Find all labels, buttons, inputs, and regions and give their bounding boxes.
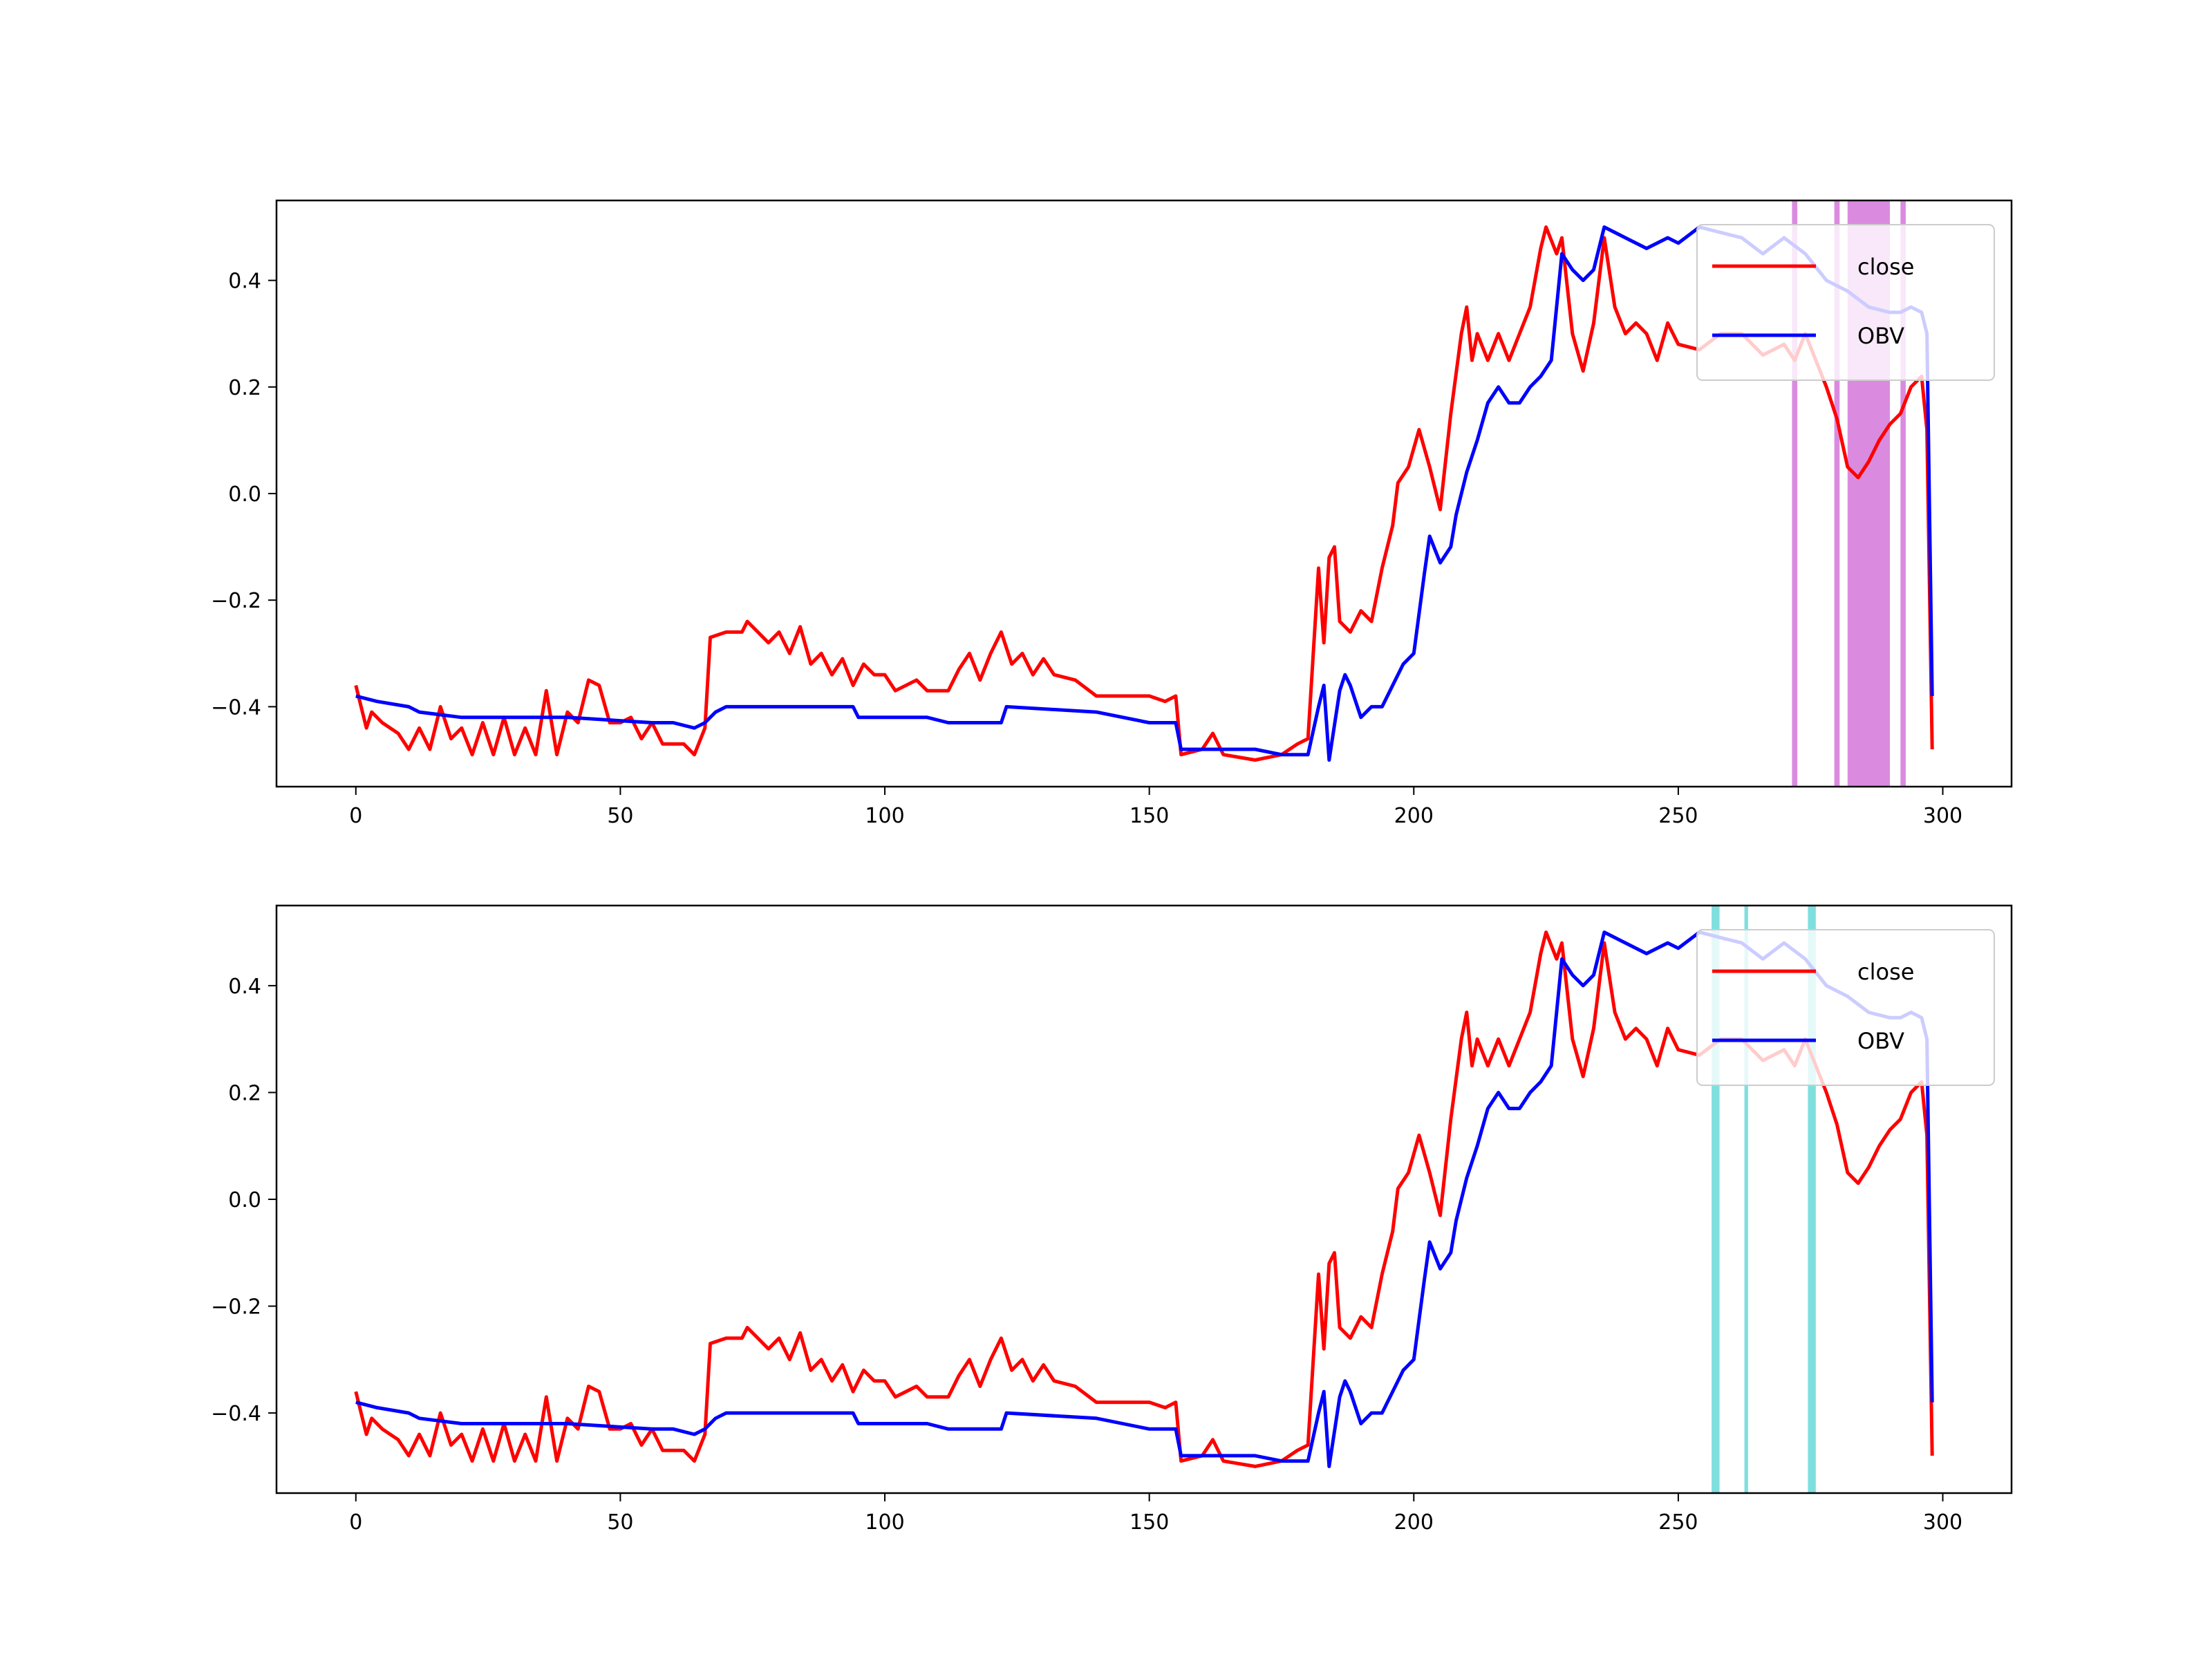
y-tick-label: 0.0 xyxy=(228,1188,261,1212)
legend: close OBV xyxy=(1696,224,1995,381)
legend-label-obv: OBV xyxy=(1857,1028,1904,1054)
x-tick-label: 100 xyxy=(865,804,904,828)
series-line-close xyxy=(354,225,1934,762)
x-tick-label: 150 xyxy=(1130,1510,1169,1535)
legend-box xyxy=(1696,929,1995,1086)
highlight-band-4 xyxy=(1900,200,1906,787)
y-tick-label: 0.2 xyxy=(228,376,261,400)
x-tick-label: 250 xyxy=(1658,804,1698,828)
legend: close OBV xyxy=(1696,929,1995,1086)
x-tick-label: 300 xyxy=(1923,1510,1962,1535)
y-tick-label: 0.2 xyxy=(228,1081,261,1105)
x-tick-label: 200 xyxy=(1394,804,1434,828)
y-tick-label: 0.4 xyxy=(228,975,261,999)
x-tick-label: 50 xyxy=(607,804,633,828)
y-tick-label: −0.2 xyxy=(211,1295,261,1320)
x-tick-label: 50 xyxy=(607,1510,633,1535)
x-tick-label: 0 xyxy=(349,804,362,828)
y-tick-label: 0.4 xyxy=(228,270,261,294)
highlight-bands xyxy=(1712,906,1816,1493)
chart-panel-1: 0 50 100 150 200 250 300 −0.4 −0.2 0.0 0.2 0.4 close… xyxy=(211,199,2013,828)
x-tick-label: 0 xyxy=(349,1510,362,1535)
highlight-band-3 xyxy=(1808,906,1816,1493)
y-tick-label: 0.0 xyxy=(228,482,261,507)
chart-panel-2: 0 50 100 150 200 250 300 −0.4 −0.2 0.0 0.2 0.4 close… xyxy=(211,904,2013,1535)
x-tick-label: 250 xyxy=(1658,1510,1698,1535)
highlight-band-2 xyxy=(1744,906,1748,1493)
series-line-close xyxy=(354,930,1934,1468)
x-tick-label: 200 xyxy=(1394,1510,1434,1535)
y-tick-label: −0.4 xyxy=(211,1402,261,1426)
highlight-band-1 xyxy=(1792,200,1798,787)
legend-label-close: close xyxy=(1857,254,1914,280)
highlight-band-2 xyxy=(1834,200,1840,787)
x-tick-label: 100 xyxy=(865,1510,904,1535)
highlight-band-1 xyxy=(1712,906,1720,1493)
legend-label-close: close xyxy=(1857,959,1914,985)
x-tick-label: 150 xyxy=(1130,804,1169,828)
y-tick-label: −0.2 xyxy=(211,589,261,613)
x-tick-label: 300 xyxy=(1923,804,1962,828)
y-tick-label: −0.4 xyxy=(211,695,261,720)
legend-label-obv: OBV xyxy=(1857,323,1904,349)
legend-box xyxy=(1696,224,1995,381)
